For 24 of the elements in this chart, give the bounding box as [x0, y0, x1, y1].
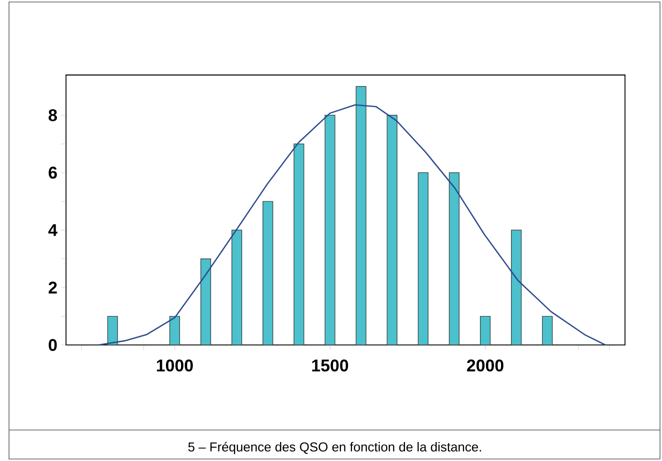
bar [511, 230, 522, 345]
bar [448, 172, 460, 345]
bar [356, 86, 366, 345]
bar [542, 316, 553, 345]
bar [324, 114, 336, 345]
y-tick-label: 2 [48, 282, 57, 294]
bar [262, 201, 274, 345]
line-series [98, 104, 606, 345]
bar [232, 230, 242, 345]
bar [294, 144, 304, 345]
x-tick-label: 2000 [467, 360, 504, 372]
x-tick-label: 1500 [312, 360, 348, 372]
text: 5 – Fréquence des QSO en fonction de la distance. [188, 442, 482, 454]
x-tick-label: 1000 [156, 360, 193, 372]
bar [418, 172, 428, 345]
y-tick-label: 8 [48, 109, 57, 122]
bar [480, 316, 491, 345]
bar [169, 316, 180, 345]
bar [200, 258, 212, 345]
y-tick-label: 4 [48, 224, 58, 236]
y-tick-label: 6 [48, 166, 57, 179]
bar [386, 114, 398, 345]
bar [107, 316, 118, 345]
y-tick-label: 0 [48, 338, 57, 351]
